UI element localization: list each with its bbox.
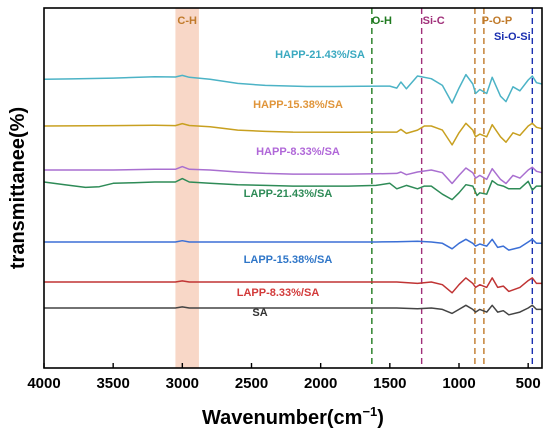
series-line-4 xyxy=(44,238,542,251)
x-tick-label-5: 1500 xyxy=(373,375,406,392)
marker-layer: O-H Si-C P-O-P Si-O-Si xyxy=(371,8,534,368)
x-tick-label-4: 2000 xyxy=(304,375,337,392)
series-label-layer: HAPP-21.43%/SA HAPP-15.38%/SA HAPP-8.33%/S… xyxy=(237,49,365,319)
y-axis-title: transmittanee(%) xyxy=(7,107,29,269)
series-line-1 xyxy=(43,122,543,146)
x-axis-title-sup: −1 xyxy=(362,404,377,419)
series-line-3 xyxy=(43,177,542,201)
series-line-5 xyxy=(44,277,542,294)
ch-band-label: C-H xyxy=(177,15,197,27)
series-label-4: LAPP-15.38%/SA xyxy=(244,254,333,266)
series-label-3: LAPP-21.43%/SA xyxy=(244,188,333,200)
x-axis-title-main: Wavenumber(cm xyxy=(202,407,362,429)
x-tick-label-0: 4000 xyxy=(27,375,60,392)
series-label-5: LAPP-8.33%/SA xyxy=(237,287,320,299)
plot-area-frame xyxy=(43,7,543,369)
x-tick-label-2: 3000 xyxy=(166,375,199,392)
series-label-0: HAPP-21.43%/SA xyxy=(275,49,365,61)
series-line-6 xyxy=(44,304,542,316)
x-axis-title-close: ) xyxy=(377,407,384,429)
marker-label-si-c: Si-C xyxy=(423,15,445,27)
marker-label-si-o-si: Si-O-Si xyxy=(494,31,531,43)
x-tick-layer: 4000 3500 3000 2500 2000 1500 1000 500 xyxy=(27,363,541,392)
series-line-0 xyxy=(43,73,543,104)
series-label-2: HAPP-8.33%/SA xyxy=(256,146,340,158)
x-tick-label-1: 3500 xyxy=(96,375,129,392)
x-tick-label-3: 2500 xyxy=(235,375,268,392)
series-label-1: HAPP-15.38%/SA xyxy=(253,99,343,111)
series-label-6: SA xyxy=(252,307,267,319)
x-tick-label-7: 500 xyxy=(516,375,541,392)
marker-label-p-o-p: P-O-P xyxy=(482,15,513,27)
ch-band-highlight xyxy=(175,8,199,368)
band-layer: C-H xyxy=(175,8,199,368)
x-axis-title: Wavenumber(cm−1) xyxy=(202,404,384,429)
marker-label-o-h: O-H xyxy=(372,15,392,27)
series-line-2 xyxy=(44,165,543,185)
series-layer xyxy=(43,73,543,316)
x-tick-label-6: 1000 xyxy=(442,375,475,392)
